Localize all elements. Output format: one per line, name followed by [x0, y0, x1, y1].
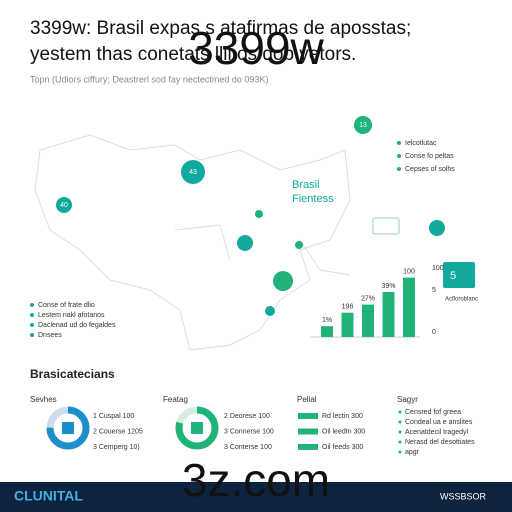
map-outline	[34, 134, 351, 351]
legend-text: Dnsees	[38, 332, 62, 339]
column-item: Nerasd del desottiates	[405, 439, 475, 446]
bubble-label: 43	[189, 169, 197, 176]
speech-bubble	[372, 217, 400, 235]
legend-dot	[397, 141, 401, 145]
footer-right: WSSBSOR	[440, 491, 487, 501]
title: yestem thas conetats llll os dob yetors.	[30, 44, 356, 65]
watermark: 3399w	[188, 22, 324, 74]
item-dot	[398, 410, 402, 414]
bubble	[273, 271, 293, 291]
column-item: 2 Deorese 100	[224, 413, 270, 420]
column-item: Acenatdecil tragedyl	[405, 429, 468, 436]
bar	[321, 326, 333, 337]
column-item: Oil leedtn 300	[322, 428, 365, 435]
bar-label: 39%	[381, 283, 395, 290]
icon	[62, 422, 74, 434]
bubble	[56, 197, 72, 213]
bar	[341, 312, 354, 337]
legend-dot	[397, 154, 401, 158]
bubble	[295, 241, 303, 249]
legend-text: Daclenad ud do fegaldes	[38, 322, 116, 329]
column-item: Rd lectin 300	[322, 413, 363, 420]
column-title: Sevhes	[30, 395, 57, 404]
icon	[191, 422, 203, 434]
legend-dot	[30, 313, 34, 317]
item-dot	[398, 420, 402, 424]
legend-text: Conse fo peltas	[405, 153, 454, 160]
subtitle: Topn (Udiors ciffury; Deastrerl sod fay …	[30, 74, 268, 84]
section-title: Brasicatecians	[30, 367, 115, 381]
legend-dot	[30, 323, 34, 327]
title: 3399w: Brasil expas s atafirmas de aposs…	[30, 18, 411, 39]
axis-label: 100	[432, 265, 444, 272]
column-item: Condeal ua e anslites	[405, 419, 473, 426]
column-title: Featag	[163, 395, 188, 404]
item-bar	[298, 413, 318, 419]
column-item: 3 Connerse 100	[224, 428, 274, 435]
bar-label: 196	[342, 304, 354, 311]
column-item: 2 Couerse 1205	[93, 428, 143, 435]
axis-label: 0	[432, 329, 436, 336]
column-item: 3 Conterse 100	[224, 444, 272, 451]
item-bar	[298, 444, 318, 450]
bubble-label: 40	[60, 202, 68, 209]
item-dot	[398, 450, 402, 454]
value-box-label: Acfloroblanc	[445, 297, 478, 303]
value-box	[443, 262, 475, 288]
map-label: Fientess	[292, 193, 334, 205]
legend-text: Lestem nakl afotanos	[38, 312, 105, 319]
column-item: Censred fof greea	[405, 409, 461, 416]
bar	[382, 292, 395, 337]
bar	[362, 304, 374, 337]
bar-label: 100	[403, 268, 415, 275]
item-bar	[298, 428, 318, 435]
map-label: Brasil	[292, 179, 320, 191]
bar-label: 27%	[361, 295, 375, 302]
column-title: Sagyr	[397, 395, 418, 404]
item-dot	[398, 430, 402, 434]
bar	[403, 277, 415, 337]
footer	[0, 482, 512, 512]
legend-dot	[30, 333, 34, 337]
column-item: apgr	[405, 449, 420, 456]
bubble	[429, 220, 445, 236]
bubble	[237, 235, 253, 251]
bubble	[354, 116, 372, 134]
donut	[175, 406, 219, 450]
bubble	[255, 210, 263, 218]
bubble-label: 13	[359, 122, 367, 129]
legend-text: Ielcotlutac	[405, 140, 437, 147]
column-title: Pelial	[297, 395, 317, 404]
legend-text: Cepses of solhs	[405, 166, 455, 173]
legend-dot	[30, 303, 34, 307]
bubble	[265, 306, 275, 316]
axis-label: 5	[432, 287, 436, 294]
legend-dot	[397, 167, 401, 171]
column-item: 3 Cemperg 10)	[93, 444, 140, 451]
watermark: 3z.com	[182, 454, 330, 506]
bubble	[181, 160, 205, 184]
legend-text: Conse of frate dlio	[38, 302, 95, 309]
donut	[46, 406, 90, 450]
bar-label: 1%	[322, 317, 332, 324]
footer-brand: CLUNITAL	[14, 488, 83, 504]
map-border	[174, 224, 351, 276]
column-item: Oil feeds 300	[322, 444, 363, 451]
value-box-text: 5	[450, 270, 456, 282]
column-item: 1 Cuspal 100	[93, 413, 134, 420]
item-dot	[398, 440, 402, 444]
